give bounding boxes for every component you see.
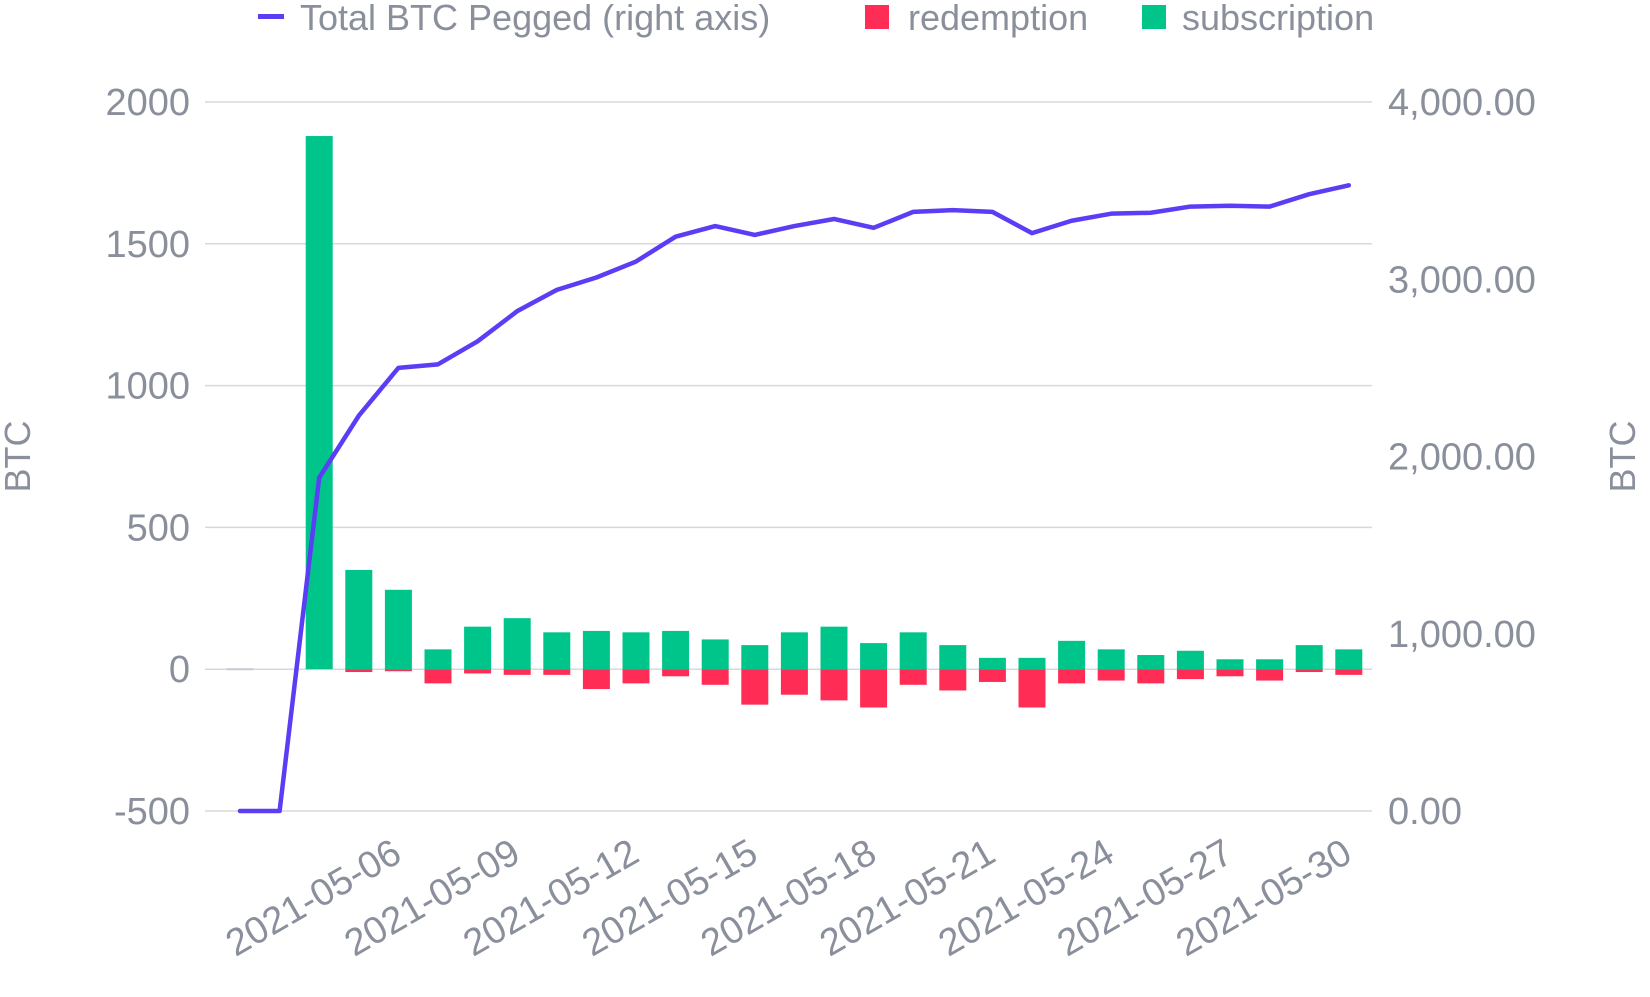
subscription-bar (860, 643, 888, 670)
left-tick-label: 2000 (105, 82, 190, 124)
left-tick-label: 1000 (105, 366, 190, 408)
redemption-bar (1018, 669, 1046, 708)
redemption-bar (1295, 669, 1323, 673)
redemption-bar (464, 669, 492, 674)
redemption-bar (345, 669, 373, 673)
subscription-bar (1097, 649, 1125, 670)
redemption-bar (1335, 669, 1363, 675)
redemption-bar (939, 669, 967, 691)
redemption-bar (543, 669, 571, 675)
right-axis-title: BTC (1602, 421, 1643, 493)
subscription-bar (1256, 659, 1284, 670)
subscription-bar (1058, 640, 1086, 670)
legend-line-swatch (258, 14, 284, 19)
subscription-bar (1018, 657, 1046, 670)
subscription-bar (978, 657, 1006, 670)
redemption-bar (701, 669, 729, 685)
redemption-bar (978, 669, 1006, 682)
total-btc-pegged-line (237, 183, 1352, 814)
redemption-bar (1176, 669, 1204, 680)
redemption-bar (662, 669, 690, 677)
right-tick-label: 3,000.00 (1388, 259, 1536, 301)
subscription-bar (543, 632, 571, 670)
redemption-bar (503, 669, 531, 675)
redemption-bar (1256, 669, 1284, 681)
left-tick-label: -500 (114, 791, 190, 833)
redemption-bar (899, 669, 927, 685)
subscription-bar (1216, 659, 1244, 670)
right-tick-label: 0.00 (1388, 791, 1462, 833)
right-tick-label: 1,000.00 (1388, 614, 1536, 656)
redemption-bar (860, 669, 888, 708)
redemption-bar (1137, 669, 1165, 684)
redemption-bar (424, 669, 452, 684)
subscription-bar (622, 632, 650, 670)
redemption-bar (384, 669, 412, 672)
subscription-bar (662, 630, 690, 670)
line-layer (237, 183, 1352, 814)
redemption-bar (1097, 669, 1125, 681)
subscription-bar (899, 632, 927, 670)
left-tick-label: 500 (127, 507, 190, 549)
redemption-bar (582, 669, 610, 690)
subscription-bar (701, 639, 729, 670)
bar-layer (226, 136, 1363, 708)
subscription-bar (464, 626, 492, 670)
subscription-bar (582, 630, 610, 670)
subscription-bar (1137, 655, 1165, 670)
subscription-bar (424, 649, 452, 670)
subscription-bar (384, 589, 412, 670)
legend-label: redemption (908, 0, 1088, 38)
redemption-bar (1058, 669, 1086, 684)
legend-swatch (1142, 5, 1166, 29)
subscription-bar (503, 618, 531, 670)
subscription-bar (1335, 649, 1363, 670)
redemption-bar (820, 669, 848, 701)
subscription-bar (345, 569, 373, 670)
legend-label: Total BTC Pegged (right axis) (300, 0, 770, 38)
legend-label: subscription (1182, 0, 1374, 38)
redemption-bar (622, 669, 650, 684)
redemption-bar (780, 669, 808, 695)
redemption-bar (1216, 669, 1244, 677)
legend-swatch (865, 5, 889, 29)
left-tick-label: 0 (169, 649, 190, 691)
subscription-bar (820, 626, 848, 670)
legend: Total BTC Pegged (right axis) redemption s… (258, 0, 1374, 38)
subscription-bar (939, 645, 967, 670)
redemption-bar (741, 669, 769, 705)
subscription-bar (1176, 650, 1204, 670)
subscription-bar (780, 632, 808, 670)
right-tick-label: 4,000.00 (1388, 82, 1536, 124)
axis-layer: 2000 1500 1000 500 0 -500 4,000.00 3,000.00 2,00… (0, 82, 1643, 965)
right-tick-label: 2,000.00 (1388, 437, 1536, 479)
subscription-bar (1295, 645, 1323, 670)
left-tick-label: 1500 (105, 224, 190, 266)
left-axis-title: BTC (0, 421, 38, 493)
subscription-bar (741, 645, 769, 670)
subscription-bar (305, 136, 333, 670)
